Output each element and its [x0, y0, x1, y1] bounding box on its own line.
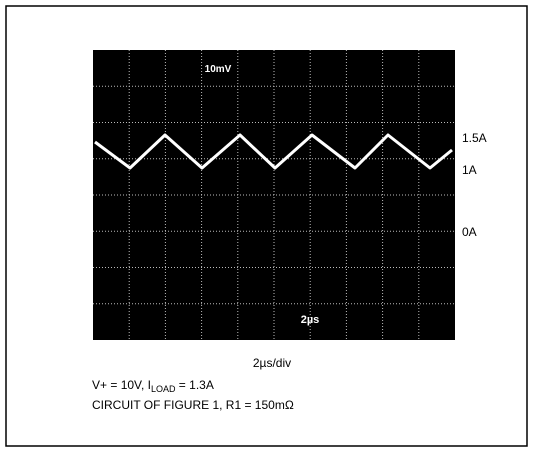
- scope-top-label: 10mV: [205, 64, 232, 75]
- figure: 10mV 2µs 1.5A 1A 0A 2µs/div V+ = 10V, IL…: [0, 0, 533, 451]
- caption-subscript: LOAD: [151, 384, 176, 394]
- timebase-label: 2µs/div: [253, 356, 291, 370]
- level-label: 1.5A: [462, 131, 487, 145]
- scope-bottom-label: 2µs: [301, 314, 320, 326]
- level-label: 1A: [462, 163, 477, 177]
- caption-text: = 1.3A: [175, 378, 213, 392]
- page: {"scope": {"top_label": "10mV", "bottom_…: [0, 0, 533, 456]
- caption-line: CIRCUIT OF FIGURE 1, R1 = 150mΩ: [92, 398, 294, 412]
- level-label: 0A: [462, 225, 477, 239]
- caption-text: V+ = 10V, I: [92, 378, 151, 392]
